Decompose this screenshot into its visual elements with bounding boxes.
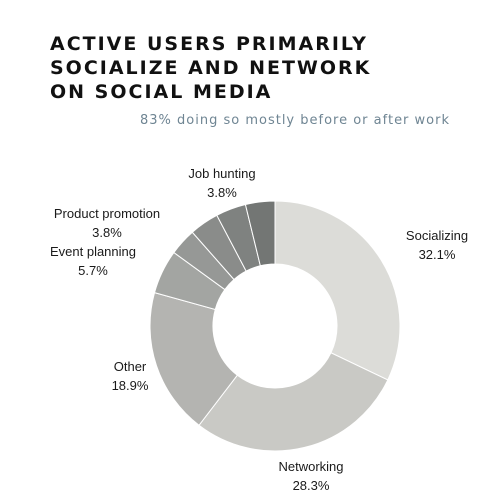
- slice-job-hunting: [244, 200, 276, 267]
- chart-title-line-2: SOCIALIZE AND NETWORK: [50, 57, 372, 79]
- slice-socializing: [274, 200, 401, 381]
- chart-title-line-3: ON SOCIAL MEDIA: [50, 81, 273, 103]
- label-job-hunting: Job hunting: [188, 166, 255, 181]
- label-other: Other: [114, 359, 147, 374]
- chart-title-line-1: ACTIVE USERS PRIMARILY: [50, 33, 368, 55]
- chart-subtitle: 83% doing so mostly before or after work: [140, 113, 450, 128]
- value-label-other: 18.9%: [112, 378, 149, 393]
- label-product-promotion: Product promotion: [54, 206, 160, 221]
- value-label-product-promotion: 3.8%: [92, 225, 122, 240]
- value-label-networking: 28.3%: [293, 478, 330, 493]
- slice-networking: [198, 352, 389, 452]
- chart-title: ACTIVE USERS PRIMARILY SOCIALIZE AND NET…: [50, 32, 430, 104]
- label-socializing: Socializing: [406, 228, 468, 243]
- value-label-event-planning: 5.7%: [78, 263, 108, 278]
- value-label-job-hunting: 3.8%: [207, 185, 237, 200]
- label-networking: Networking: [278, 459, 343, 474]
- value-label-socializing: 32.1%: [419, 247, 456, 262]
- label-event-planning: Event planning: [50, 244, 136, 259]
